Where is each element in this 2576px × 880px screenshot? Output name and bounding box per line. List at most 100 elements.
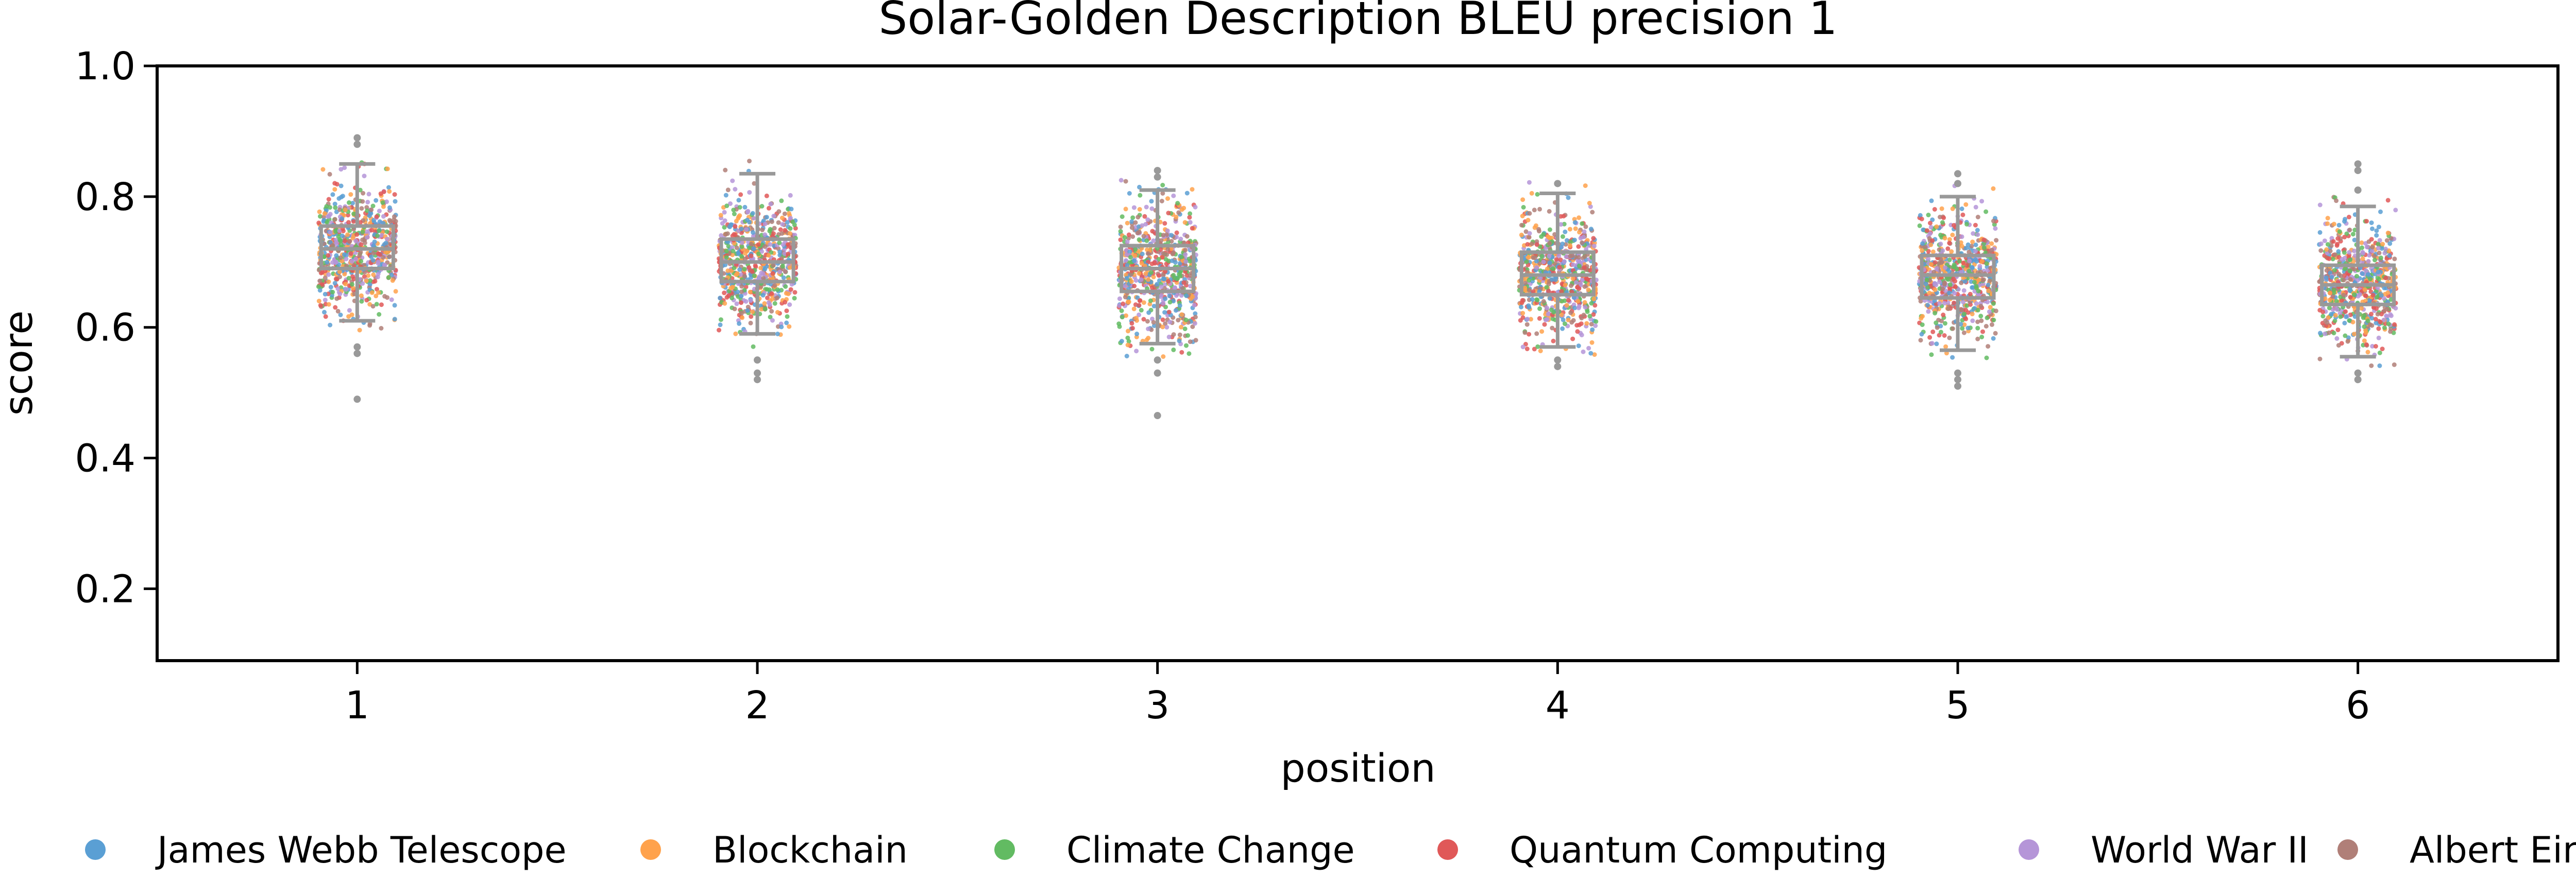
strip-point bbox=[1952, 291, 1957, 296]
strip-point bbox=[1571, 262, 1576, 267]
strip-point bbox=[351, 211, 357, 216]
strip-point bbox=[2385, 306, 2390, 312]
strip-point bbox=[2329, 312, 2334, 317]
strip-point bbox=[317, 279, 323, 283]
strip-point bbox=[1134, 316, 1139, 321]
strip-point bbox=[1547, 296, 1552, 301]
strip-point bbox=[2385, 198, 2391, 203]
strip-point bbox=[1537, 206, 1542, 212]
strip-point bbox=[1585, 309, 1590, 314]
strip-point bbox=[739, 227, 744, 231]
strip-point bbox=[727, 225, 732, 230]
strip-point bbox=[377, 228, 382, 233]
strip-point bbox=[2324, 275, 2329, 280]
strip-point bbox=[1935, 325, 1940, 330]
strip-point bbox=[1562, 221, 1567, 227]
strip-point bbox=[1541, 232, 1546, 237]
strip-point bbox=[358, 220, 363, 225]
flier-point bbox=[2354, 376, 2362, 384]
strip-point bbox=[371, 258, 376, 263]
strip-point bbox=[1559, 312, 1564, 317]
strip-point bbox=[1960, 212, 1965, 217]
strip-point bbox=[788, 287, 793, 292]
strip-point bbox=[1156, 257, 1161, 262]
strip-point bbox=[337, 274, 342, 280]
strip-point bbox=[2327, 305, 2332, 310]
strip-point bbox=[387, 254, 392, 259]
strip-point bbox=[2370, 292, 2376, 298]
strip-point bbox=[745, 217, 750, 222]
y-tick-label: 0.4 bbox=[75, 437, 135, 481]
strip-point bbox=[1557, 265, 1562, 270]
legend: James Webb Telescope Blockchain Climate Ch… bbox=[85, 829, 2576, 871]
strip-point bbox=[731, 208, 736, 213]
strip-point bbox=[1934, 341, 1939, 347]
strip-point bbox=[1532, 255, 1537, 261]
strip-point bbox=[338, 313, 343, 317]
strip-point bbox=[1137, 207, 1142, 212]
strip-point bbox=[1934, 320, 1939, 325]
strip-point bbox=[2327, 256, 2332, 261]
strip-point bbox=[747, 190, 752, 195]
strip-point bbox=[1591, 297, 1597, 302]
strip-point bbox=[1524, 347, 1530, 351]
strip-point bbox=[2350, 232, 2355, 237]
strip-point bbox=[1587, 314, 1592, 319]
strip-point bbox=[1120, 214, 1125, 219]
strip-point bbox=[1959, 206, 1964, 211]
strip-point bbox=[1131, 205, 1137, 210]
strip-point bbox=[1537, 289, 1542, 294]
flier-point bbox=[2354, 186, 2362, 194]
strip-point bbox=[1528, 317, 1533, 322]
strip-point bbox=[1987, 278, 1992, 283]
strip-point bbox=[730, 178, 735, 183]
strip-point bbox=[2335, 327, 2341, 333]
strip-point bbox=[1119, 339, 1124, 343]
strip-point bbox=[1138, 193, 1143, 198]
strip-point bbox=[1160, 255, 1165, 260]
strip-point bbox=[745, 209, 751, 214]
strip-point bbox=[385, 166, 390, 171]
strip-point bbox=[333, 205, 338, 210]
strip-point bbox=[2334, 336, 2340, 341]
strip-point bbox=[2333, 313, 2338, 318]
strip-point bbox=[1952, 300, 1956, 305]
strip-point bbox=[736, 214, 741, 219]
strip-point bbox=[724, 203, 730, 209]
strip-point bbox=[1961, 330, 1967, 335]
strip-point bbox=[1592, 303, 1598, 308]
flier-point bbox=[2354, 369, 2362, 377]
strip-point bbox=[1979, 199, 1985, 204]
strip-point bbox=[322, 211, 327, 216]
flier-point bbox=[1554, 356, 1562, 364]
strip-point bbox=[1947, 282, 1953, 287]
strip-point bbox=[1970, 312, 1975, 317]
x-tick-label: 2 bbox=[745, 683, 769, 728]
strip-point bbox=[361, 191, 366, 196]
strip-point bbox=[1962, 279, 1968, 284]
strip-point bbox=[1539, 253, 1545, 258]
strip-point bbox=[1947, 335, 1952, 340]
strip-point bbox=[1170, 258, 1175, 263]
strip-point bbox=[2385, 290, 2391, 295]
strip-point bbox=[1956, 287, 1961, 292]
strip-point bbox=[1535, 344, 1540, 349]
strip-point bbox=[1580, 278, 1585, 282]
strip-point bbox=[347, 308, 352, 313]
strip-point bbox=[343, 208, 348, 213]
strip-point bbox=[1145, 217, 1150, 222]
strip-point bbox=[375, 233, 380, 238]
strip-point bbox=[769, 309, 774, 314]
strip-point bbox=[1126, 232, 1131, 237]
strip-point bbox=[1193, 204, 1198, 210]
strip-point bbox=[1144, 238, 1149, 243]
legend-label: Blockchain bbox=[713, 829, 908, 871]
strip-point bbox=[1179, 324, 1183, 330]
strip-point bbox=[1129, 225, 1134, 230]
strip-point bbox=[1939, 206, 1944, 211]
strip-point bbox=[1163, 321, 1168, 326]
strip-point bbox=[1943, 265, 1947, 270]
strip-point bbox=[747, 159, 752, 164]
strip-point bbox=[326, 302, 331, 307]
strip-point bbox=[369, 228, 374, 233]
